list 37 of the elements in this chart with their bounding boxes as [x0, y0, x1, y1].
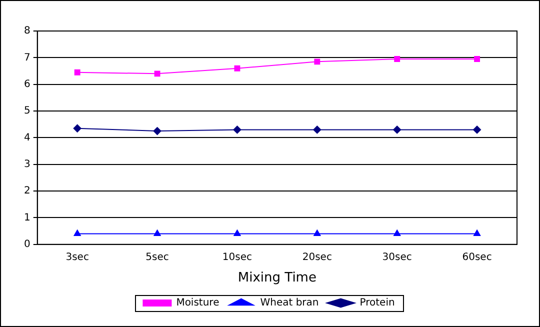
y-tick-label: 5: [24, 106, 30, 117]
y-tick-label: 1: [24, 212, 30, 224]
point: [74, 230, 81, 236]
point: [314, 58, 320, 65]
point: [234, 65, 240, 72]
y-tick-label: 2: [24, 186, 30, 197]
x-tick-label: 10sec: [222, 252, 252, 263]
point: [474, 230, 481, 236]
y-tick-label: 4: [24, 132, 30, 144]
point: [393, 126, 402, 134]
point: [314, 230, 321, 236]
y-tick-label: 7: [24, 52, 30, 64]
x-tick-label: 20sec: [302, 252, 332, 263]
x-tick-label: 5sec: [146, 252, 169, 263]
x-tick-label: 3sec: [66, 252, 89, 263]
point: [313, 126, 322, 134]
point: [153, 127, 162, 136]
legend-label: Protein: [360, 298, 395, 309]
point: [394, 56, 400, 62]
legend-label: Moisture: [176, 298, 220, 309]
x-axis-title: Mixing Time: [238, 270, 316, 286]
legend-label: Wheat bran: [260, 298, 319, 309]
point: [73, 124, 82, 132]
y-tick-label: 6: [24, 78, 30, 90]
point: [394, 230, 401, 236]
x-tick-label: 60sec: [462, 252, 492, 263]
point: [154, 70, 160, 77]
y-tick-label: 0: [24, 238, 30, 250]
point: [154, 230, 161, 236]
point: [233, 126, 242, 134]
point: [473, 126, 482, 134]
y-tick-label: 3: [24, 158, 30, 170]
y-tick-label: 8: [24, 26, 30, 37]
point: [234, 230, 241, 236]
x-tick-label: 30sec: [382, 252, 412, 263]
point: [74, 69, 80, 76]
point: [474, 56, 480, 62]
